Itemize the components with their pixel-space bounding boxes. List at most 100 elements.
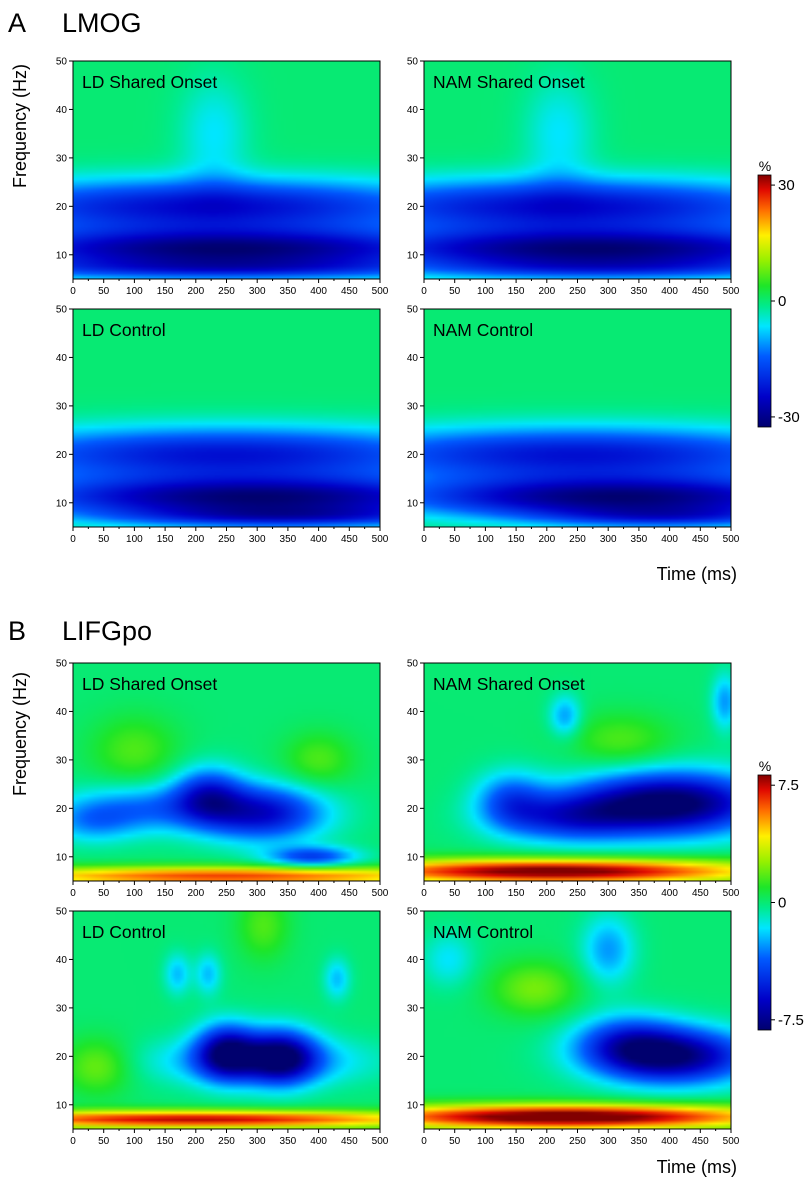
x-tick-label: 50 [449,1136,461,1147]
heatmap-panel: 0 50 100 150 200 250 300 350 400 450 500 10 20 30 40 50… [56,57,389,298]
x-tick-label: 200 [187,1136,204,1147]
x-tick-label: 350 [280,1136,297,1147]
y-tick-label: 10 [56,852,68,863]
x-tick-label: 450 [341,534,358,545]
y-tick-label: 10 [56,1100,68,1111]
y-tick-label: 20 [407,1052,419,1063]
y-tick-label: 50 [56,305,68,316]
y-tick-label: 10 [56,250,68,261]
y-tick-label: 50 [407,305,419,316]
x-tick-label: 0 [421,534,427,545]
y-tick-label: 20 [407,804,419,815]
x-tick-label: 250 [218,534,235,545]
x-tick-label: 450 [341,888,358,899]
panel-title: LD Shared Onset [82,674,217,694]
x-tick-label: 50 [98,534,110,545]
heatmap-panel: 0 50 100 150 200 250 300 350 400 450 500 10 20 30 40 50… [56,659,389,900]
y-tick-label: 10 [407,498,419,509]
x-tick-label: 200 [538,888,555,899]
x-tick-label: 300 [600,286,617,297]
y-tick-label: 40 [407,707,419,718]
y-tick-label: 30 [407,1003,419,1014]
y-tick-label: 40 [56,707,68,718]
x-tick-label: 100 [477,534,494,545]
y-tick-label: 30 [407,401,419,412]
section-b-letter: B [8,616,26,646]
heatmap-image [73,61,380,279]
heatmap-panel: 0 50 100 150 200 250 300 350 400 450 500 10 20 30 40 50… [56,907,389,1148]
x-tick-label: 300 [249,888,266,899]
x-tick-label: 250 [569,286,586,297]
colorbar-tick-label: 0 [778,293,786,310]
panel-title: NAM Control [433,320,533,340]
y-tick-label: 50 [56,659,68,670]
x-tick-label: 350 [631,286,648,297]
x-tick-label: 150 [157,286,174,297]
y-tick-label: 40 [56,353,68,364]
x-tick-label: 150 [157,888,174,899]
x-tick-label: 50 [98,888,110,899]
colorbar-tick-label: -30 [778,409,800,426]
x-tick-label: 500 [372,286,389,297]
section-a-letter: A [8,8,26,38]
x-tick-label: 300 [600,888,617,899]
x-tick-label: 250 [218,888,235,899]
section-b-title: LIFGpo [62,616,152,646]
heatmap-panels: 0 50 100 150 200 250 300 350 400 450 5001020304050… [56,57,740,1148]
x-tick-label: 250 [218,286,235,297]
colorbars: % 30 0 -30% 7.5 0 -7.5 [757,158,804,1031]
x-tick-label: 0 [421,888,427,899]
y-tick-label: 50 [407,57,419,68]
y-tick-label: 20 [56,1052,68,1063]
y-tick-label: 10 [407,852,419,863]
x-tick-label: 500 [372,888,389,899]
heatmap-panel: 0 50 100 150 200 250 300 350 400 450 500 10 20 30 40 50… [407,659,740,900]
x-tick-label: 150 [508,1136,525,1147]
y-tick-label: 20 [56,202,68,213]
heatmap-image [73,309,380,527]
x-tick-label: 350 [280,888,297,899]
x-tick-label: 150 [508,286,525,297]
x-tick-label: 500 [723,1136,740,1147]
panel-title: NAM Control [433,922,533,942]
x-tick-label: 500 [723,286,740,297]
x-tick-label: 100 [126,534,143,545]
y-tick-label: 40 [407,105,419,116]
x-tick-label: 500 [372,1136,389,1147]
x-tick-label: 200 [187,888,204,899]
heatmap-image [73,911,380,1129]
panel-title: LD Shared Onset [82,72,217,92]
panel-title: NAM Shared Onset [433,674,585,694]
panel-title: NAM Shared Onset [433,72,585,92]
y-tick-label: 40 [56,105,68,116]
heatmap-panel: 0 50 100 150 200 250 300 350 400 450 500 10 20 30 40 50… [56,305,389,546]
x-tick-label: 150 [157,1136,174,1147]
x-tick-label: 50 [449,534,461,545]
heatmap-panel: 0 50 100 150 200 250 300 350 400 450 500 10 20 30 40 50… [407,57,740,298]
x-tick-label: 400 [310,888,327,899]
colorbar-b: % 7.5 0 -7.5 [757,758,804,1031]
y-tick-label: 50 [407,659,419,670]
x-tick-label: 200 [538,1136,555,1147]
colorbar-tick-label: -7.5 [778,1012,804,1029]
heatmap-image [424,309,731,527]
x-tick-label: 300 [600,1136,617,1147]
x-tick-label: 50 [449,286,461,297]
x-tick-label: 500 [372,534,389,545]
y-tick-label: 40 [407,353,419,364]
x-tick-label: 450 [692,534,709,545]
y-tick-label: 20 [56,450,68,461]
x-tick-label: 450 [692,286,709,297]
colorbar-tick-label: 7.5 [778,777,799,794]
x-tick-label: 350 [280,534,297,545]
x-tick-label: 400 [310,286,327,297]
y-tick-label: 30 [56,401,68,412]
x-tick-label: 250 [218,1136,235,1147]
x-tick-label: 350 [631,888,648,899]
y-tick-label: 50 [56,57,68,68]
y-tick-label: 10 [407,250,419,261]
heatmap-panel: 0 50 100 150 200 250 300 350 400 450 500 10 20 30 40 50… [407,305,740,546]
x-tick-label: 300 [600,534,617,545]
y-tick-label: 30 [407,755,419,766]
